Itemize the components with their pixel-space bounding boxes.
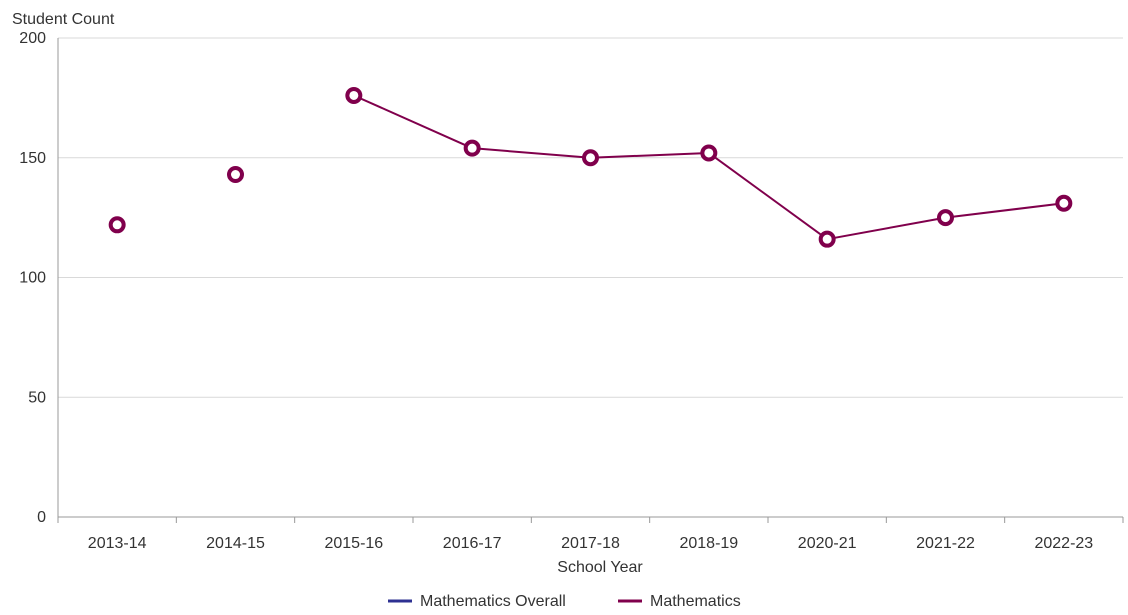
data-point bbox=[937, 209, 954, 227]
data-point bbox=[108, 216, 126, 234]
x-tick-label: 2020-21 bbox=[798, 535, 857, 552]
x-tick-label: 2014-15 bbox=[206, 535, 265, 552]
x-tick-label: 2018-19 bbox=[679, 535, 738, 552]
series-line-segment bbox=[708, 152, 828, 240]
data-point bbox=[1055, 194, 1073, 212]
axis-layer: 0 50 100 150 200 2013-14 2014-15 2015-16 2016-17… bbox=[19, 30, 1124, 552]
series-line-segment bbox=[472, 147, 591, 159]
x-tick-label: 2016-17 bbox=[443, 535, 502, 552]
series-line-segment bbox=[353, 94, 473, 150]
legend-item: Mathematics Overall bbox=[388, 593, 566, 610]
series-layer bbox=[108, 86, 1073, 248]
x-tick-label: 2013-14 bbox=[88, 535, 147, 552]
legend-label: Mathematics Overall bbox=[420, 593, 566, 610]
y-tick-label: 100 bbox=[19, 270, 46, 287]
y-tick-label: 50 bbox=[28, 389, 46, 406]
legend-label: Mathematics bbox=[650, 593, 741, 610]
data-point bbox=[345, 86, 363, 104]
y-axis-title: Student Count bbox=[12, 11, 115, 28]
y-tick-label: 150 bbox=[19, 150, 46, 167]
y-tick-label: 0 bbox=[37, 509, 46, 526]
x-tick-label: 2017-18 bbox=[561, 535, 620, 552]
series-line-segment bbox=[590, 151, 709, 159]
series-line-segment bbox=[826, 216, 946, 241]
x-tick-label: 2022-23 bbox=[1034, 535, 1093, 552]
data-point bbox=[227, 166, 244, 184]
data-point bbox=[582, 149, 599, 167]
legend-item: Mathematics bbox=[618, 593, 741, 610]
x-axis-title: School Year bbox=[557, 559, 643, 576]
series-mathematics bbox=[108, 86, 1073, 248]
legend: Mathematics Overall Mathematics bbox=[388, 593, 741, 610]
data-point bbox=[463, 139, 481, 157]
x-tick-label: 2015-16 bbox=[324, 535, 383, 552]
grid-layer bbox=[58, 37, 1123, 398]
series-line-segment bbox=[945, 202, 1064, 219]
x-tick-label: 2021-22 bbox=[916, 535, 975, 552]
data-point bbox=[818, 230, 836, 248]
y-tick-label: 200 bbox=[19, 30, 46, 47]
data-point bbox=[700, 144, 718, 162]
